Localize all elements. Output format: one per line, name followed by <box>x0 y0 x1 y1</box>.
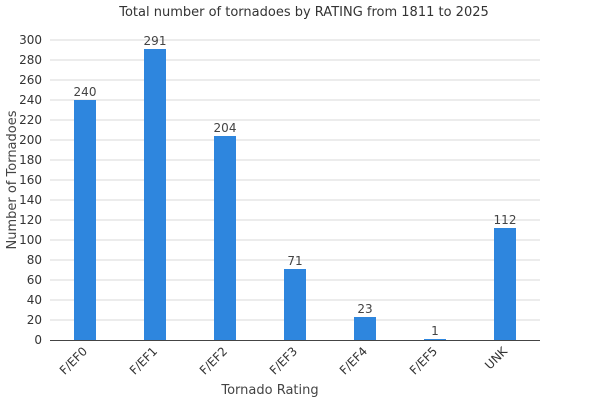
y-tick-label: 300 <box>19 33 42 47</box>
y-tick-label: 40 <box>27 293 42 307</box>
x-tick-label: F/EF4 <box>337 344 370 377</box>
bar <box>494 228 516 340</box>
bar <box>144 49 166 340</box>
data-label: 23 <box>357 302 372 316</box>
y-tick-label: 80 <box>27 253 42 267</box>
x-tick-label: F/EF5 <box>407 344 440 377</box>
data-label: 240 <box>74 85 97 99</box>
x-tick-label: UNK <box>482 343 511 372</box>
bar <box>284 269 306 340</box>
data-label: 112 <box>494 213 517 227</box>
data-labels: 240 291 204 71 23 1 112 <box>74 34 517 338</box>
y-tick-label: 240 <box>19 93 42 107</box>
y-axis-title: Number of Tornadoes <box>5 110 20 249</box>
data-label: 71 <box>287 254 302 268</box>
y-tick-label: 180 <box>19 153 42 167</box>
bars <box>74 49 516 340</box>
y-tick-label: 260 <box>19 73 42 87</box>
bar <box>74 100 96 340</box>
y-tick-label: 100 <box>19 233 42 247</box>
bar <box>354 317 376 340</box>
y-tick-label: 20 <box>27 313 42 327</box>
x-tick-label: F/EF2 <box>197 344 230 377</box>
bar <box>424 339 446 340</box>
x-tick-label: F/EF1 <box>127 344 160 377</box>
y-tick-label: 160 <box>19 173 42 187</box>
gridlines <box>50 39 540 321</box>
y-tick-label: 280 <box>19 53 42 67</box>
chart-title: Total number of tornadoes by RATING from… <box>118 5 489 20</box>
x-tick-label: F/EF0 <box>57 344 90 377</box>
x-tick-label: F/EF3 <box>267 344 300 377</box>
data-label: 291 <box>144 34 167 48</box>
y-tick-label: 140 <box>19 193 42 207</box>
y-axis-ticks: 0 20 40 60 80 100 120 140 160 180 200 220 240 260 280 3… <box>19 33 42 347</box>
bar <box>214 136 236 340</box>
data-label: 204 <box>214 121 237 135</box>
y-tick-label: 120 <box>19 213 42 227</box>
y-tick-label: 200 <box>19 133 42 147</box>
y-tick-label: 0 <box>34 333 42 347</box>
data-label: 1 <box>431 324 439 338</box>
y-tick-label: 220 <box>19 113 42 127</box>
y-tick-label: 60 <box>27 273 42 287</box>
x-axis-title: Tornado Rating <box>220 383 318 398</box>
x-axis-ticks: F/EF0 F/EF1 F/EF2 F/EF3 F/EF4 F/EF5 UNK <box>57 343 511 377</box>
